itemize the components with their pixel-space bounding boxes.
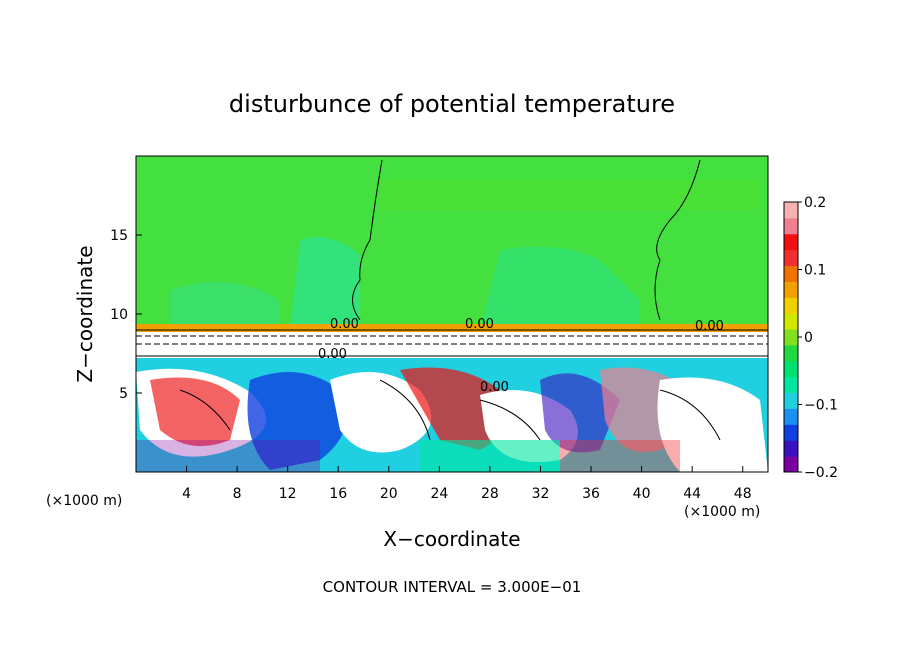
colorbar-segment	[784, 392, 798, 409]
y-tick-label: 10	[110, 307, 128, 323]
x-tick-label: 4	[182, 486, 191, 502]
x-tick-label: 12	[279, 486, 297, 502]
colorbar-segment	[784, 376, 798, 394]
x-tick-label: 48	[734, 486, 752, 502]
colorbar-tick-label: 0.1	[804, 263, 826, 279]
colorbar-segment	[784, 249, 798, 267]
x-tick-label: 36	[582, 486, 600, 502]
colorbar-segment	[784, 313, 798, 330]
upper-field-patches	[170, 180, 760, 332]
y-axis-ticks: 5 10 15	[110, 228, 142, 402]
colorbar-segment	[784, 440, 798, 457]
x-axis-unit-left: (×1000 m)	[46, 493, 122, 509]
x-tick-label: 44	[683, 486, 701, 502]
x-axis-ticks: 4 8 12 16 20 24 28 32 36 40 44 48	[182, 466, 752, 502]
colorbar-ticks: 0.2 0.1 0 −0.1 −0.2	[798, 195, 838, 481]
colorbar-segment	[784, 281, 798, 298]
contour-lines	[136, 159, 768, 441]
colorbar-segment	[784, 408, 798, 425]
colorbar-tick-label: −0.1	[804, 398, 838, 414]
contour-label: 0.00	[465, 317, 494, 332]
y-tick-label: 15	[110, 228, 128, 244]
stable-layer-band	[136, 324, 768, 334]
colorbar-segment	[784, 424, 798, 441]
contour-label: 0.00	[318, 347, 347, 362]
contour-interval-note: CONTOUR INTERVAL = 3.000E−01	[323, 578, 582, 596]
x-tick-label: 8	[233, 486, 242, 502]
x-axis-unit-right: (×1000 m)	[684, 504, 760, 520]
colorbar-segment	[784, 360, 798, 378]
colorbar-segment	[784, 456, 798, 473]
colorbar-segment	[784, 202, 798, 219]
colorbar-segment	[784, 329, 798, 346]
contour-label: 0.00	[480, 380, 509, 395]
colorbar-segment	[784, 265, 798, 282]
colorbar-tick-label: −0.2	[804, 465, 838, 481]
colorbar-segment	[784, 344, 798, 362]
x-tick-label: 28	[481, 486, 499, 502]
y-tick-label: 5	[119, 386, 128, 402]
x-tick-label: 24	[430, 486, 448, 502]
chart-title: disturbunce of potential temperature	[229, 90, 675, 118]
colorbar-segment	[784, 217, 798, 235]
contour-zero-labels: 0.00 0.00 0.00 0.00 0.00	[318, 317, 724, 395]
contour-label: 0.00	[695, 319, 724, 334]
y-axis-label: Z−coordinate	[73, 245, 97, 382]
x-tick-label: 20	[380, 486, 398, 502]
colorbar-segment	[784, 297, 798, 314]
x-tick-label: 40	[633, 486, 651, 502]
x-tick-label: 32	[532, 486, 550, 502]
colorbar-tick-label: 0	[804, 330, 813, 346]
plot-area: 0.00 0.00 0.00 0.00 0.00	[136, 156, 768, 472]
x-axis-label: X−coordinate	[383, 527, 520, 551]
colorbar-segment	[784, 233, 798, 251]
contour-label: 0.00	[330, 317, 359, 332]
colorbar	[784, 202, 798, 473]
x-tick-label: 16	[329, 486, 347, 502]
colorbar-tick-label: 0.2	[804, 195, 826, 211]
turbulent-eddies	[136, 367, 768, 472]
